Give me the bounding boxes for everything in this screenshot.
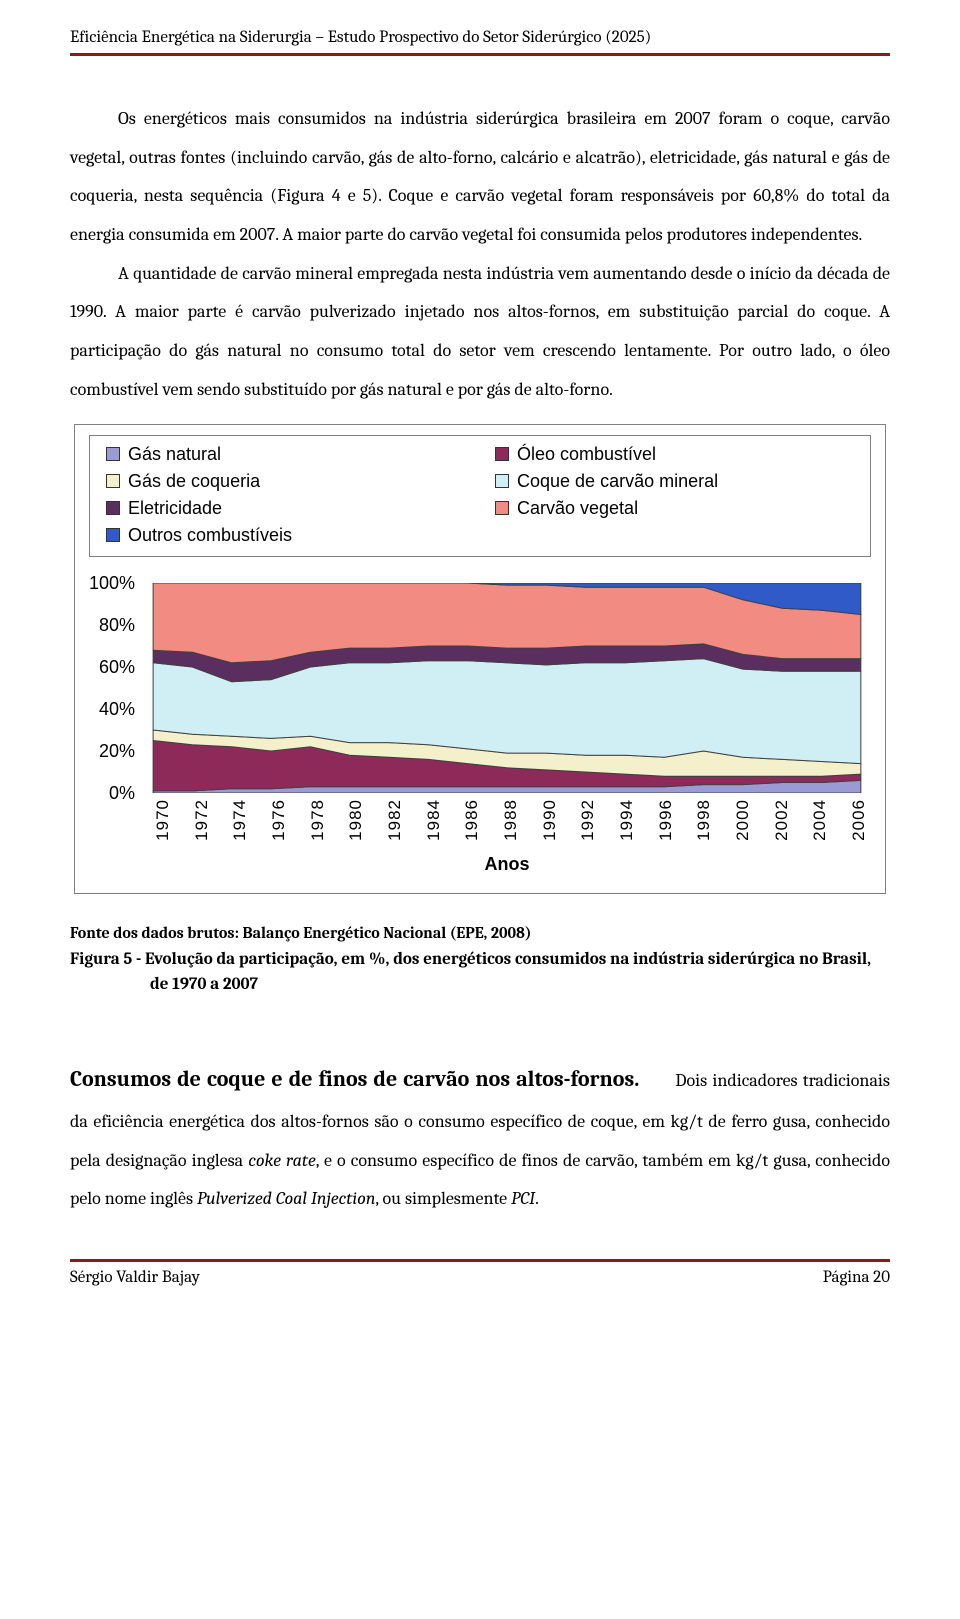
section-text: , ou simplesmente: [375, 1188, 511, 1209]
chart-x-axis: 1970 1972 1974 1976 1978 1980 1982 1984 1986 1988…: [143, 799, 871, 841]
chart-legend: Gás natural Óleo combustível Gás de coqu…: [89, 435, 871, 557]
stacked-area-svg: [143, 583, 871, 793]
chart-y-axis: 100% 80% 60% 40% 20% 0%: [89, 583, 143, 793]
x-tick: 1978: [308, 799, 328, 841]
section-paragraph: Consumos de coque e de finos de carvão n…: [70, 1056, 890, 1219]
legend-item: Óleo combustível: [495, 444, 854, 465]
x-tick: 2002: [772, 799, 792, 841]
legend-label: Coque de carvão mineral: [517, 471, 718, 492]
legend-label: Gás de coqueria: [128, 471, 260, 492]
legend-swatch: [495, 501, 509, 515]
legend-swatch: [495, 447, 509, 461]
chart-x-title: Anos: [143, 854, 871, 875]
legend-swatch: [106, 447, 120, 461]
italic-term: coke rate: [248, 1150, 316, 1171]
x-tick: 1982: [385, 799, 405, 841]
x-tick: 1998: [694, 799, 714, 841]
header-rule: [70, 53, 890, 56]
figure-caption: Figura 5 - Evolução da participação, em …: [150, 948, 890, 997]
chart-plot-wrap: 100% 80% 60% 40% 20% 0% 1970 1972 1974 1976…: [89, 583, 871, 876]
paragraph-1: Os energéticos mais consumidos na indúst…: [70, 100, 890, 255]
legend-item: Coque de carvão mineral: [495, 471, 854, 492]
chart-container: Gás natural Óleo combustível Gás de coqu…: [74, 424, 886, 895]
legend-item: Gás de coqueria: [106, 471, 465, 492]
paragraph-2: A quantidade de carvão mineral empregada…: [70, 255, 890, 410]
x-tick: 1996: [656, 799, 676, 841]
x-tick: 1994: [617, 799, 637, 841]
x-tick: 1972: [192, 799, 212, 841]
chart-source: Fonte dos dados brutos: Balanço Energéti…: [70, 924, 890, 942]
legend-label: Gás natural: [128, 444, 221, 465]
x-tick: 2004: [810, 799, 830, 841]
footer-rule: [70, 1259, 890, 1262]
italic-term: PCI: [511, 1188, 535, 1209]
legend-swatch: [495, 474, 509, 488]
x-tick: 2006: [849, 799, 869, 841]
legend-swatch: [106, 501, 120, 515]
body-text-block: Os energéticos mais consumidos na indúst…: [70, 100, 890, 410]
x-tick: 1986: [462, 799, 482, 841]
legend-item: Gás natural: [106, 444, 465, 465]
legend-label: Óleo combustível: [517, 444, 656, 465]
legend-swatch: [106, 528, 120, 542]
legend-label: Outros combustíveis: [128, 525, 292, 546]
legend-label: Carvão vegetal: [517, 498, 638, 519]
x-tick: 1990: [540, 799, 560, 841]
legend-item: Outros combustíveis: [106, 525, 465, 546]
x-tick: 1984: [424, 799, 444, 841]
page-footer: Sérgio Valdir Bajay Página 20: [70, 1268, 890, 1287]
section-trail: Dois indicadores: [675, 1070, 797, 1091]
x-tick: 1992: [578, 799, 598, 841]
x-tick: 1974: [230, 799, 250, 841]
footer-author: Sérgio Valdir Bajay: [70, 1268, 200, 1287]
section-heading-inline: Consumos de coque e de finos de carvão n…: [70, 1066, 639, 1092]
running-header: Eficiência Energética na Siderurgia – Es…: [70, 28, 890, 51]
italic-term: Pulverized Coal Injection: [197, 1188, 375, 1209]
legend-swatch: [106, 474, 120, 488]
legend-label: Eletricidade: [128, 498, 222, 519]
footer-page: Página 20: [823, 1268, 890, 1287]
section-text: .: [535, 1188, 539, 1209]
x-tick: 1976: [269, 799, 289, 841]
legend-item: Carvão vegetal: [495, 498, 854, 519]
x-tick: 1970: [153, 799, 173, 841]
x-tick: 1980: [346, 799, 366, 841]
legend-item: Eletricidade: [106, 498, 465, 519]
x-tick: 1988: [501, 799, 521, 841]
x-tick: 2000: [733, 799, 753, 841]
